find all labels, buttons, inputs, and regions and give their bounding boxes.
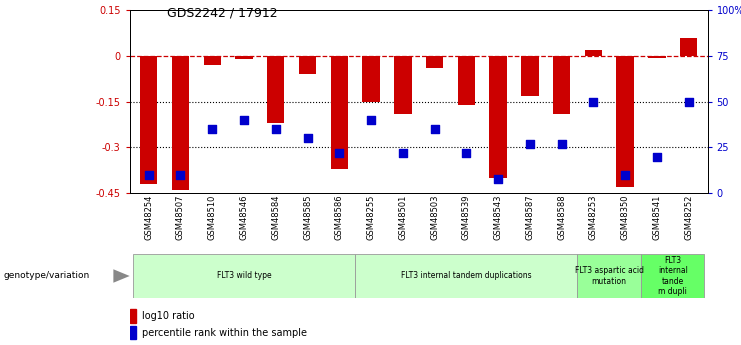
Text: log10 ratio: log10 ratio: [142, 311, 195, 321]
Point: [651, 154, 662, 159]
Bar: [130, 326, 136, 339]
Point: [333, 150, 345, 156]
Bar: [204, 56, 221, 65]
Text: FLT3 internal tandem duplications: FLT3 internal tandem duplications: [401, 272, 531, 280]
FancyBboxPatch shape: [133, 254, 355, 298]
Text: GDS2242 / 17912: GDS2242 / 17912: [167, 7, 277, 20]
Point: [302, 136, 313, 141]
Bar: [235, 56, 253, 59]
Text: FLT3 aspartic acid
mutation: FLT3 aspartic acid mutation: [575, 266, 644, 286]
Point: [206, 126, 218, 132]
Point: [588, 99, 599, 105]
Point: [175, 172, 187, 178]
Bar: [553, 56, 571, 114]
Bar: [330, 56, 348, 169]
Point: [682, 99, 694, 105]
FancyBboxPatch shape: [641, 254, 705, 298]
Point: [524, 141, 536, 147]
Bar: [172, 56, 189, 190]
Bar: [426, 56, 443, 68]
Bar: [267, 56, 285, 123]
Text: percentile rank within the sample: percentile rank within the sample: [142, 328, 307, 337]
Bar: [130, 309, 136, 323]
Point: [143, 172, 155, 178]
Point: [238, 117, 250, 123]
Point: [556, 141, 568, 147]
Point: [428, 126, 440, 132]
Point: [619, 172, 631, 178]
Bar: [362, 56, 379, 102]
Bar: [648, 56, 665, 58]
Text: genotype/variation: genotype/variation: [4, 272, 90, 280]
Point: [397, 150, 409, 156]
Bar: [299, 56, 316, 74]
Text: FLT3 wild type: FLT3 wild type: [216, 272, 271, 280]
Bar: [521, 56, 539, 96]
Point: [460, 150, 472, 156]
Point: [492, 176, 504, 181]
Bar: [489, 56, 507, 178]
Point: [270, 126, 282, 132]
Polygon shape: [113, 269, 130, 283]
Bar: [617, 56, 634, 187]
FancyBboxPatch shape: [577, 254, 641, 298]
Bar: [394, 56, 411, 114]
Point: [365, 117, 377, 123]
Bar: [140, 56, 157, 184]
FancyBboxPatch shape: [355, 254, 577, 298]
Bar: [585, 50, 602, 56]
Bar: [680, 38, 697, 56]
Text: FLT3
internal
tande
m dupli: FLT3 internal tande m dupli: [658, 256, 688, 296]
Bar: [457, 56, 475, 105]
